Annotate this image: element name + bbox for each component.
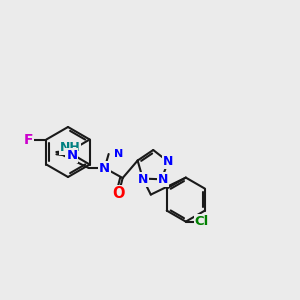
Text: N: N [66, 149, 77, 162]
Text: F: F [24, 133, 33, 146]
Text: Cl: Cl [195, 215, 209, 228]
Text: N: N [163, 155, 173, 168]
Text: N: N [114, 149, 123, 159]
Text: NH: NH [60, 141, 80, 154]
Text: N: N [138, 173, 148, 186]
Text: N: N [158, 173, 168, 186]
Text: N: N [99, 161, 110, 175]
Text: O: O [112, 187, 125, 202]
